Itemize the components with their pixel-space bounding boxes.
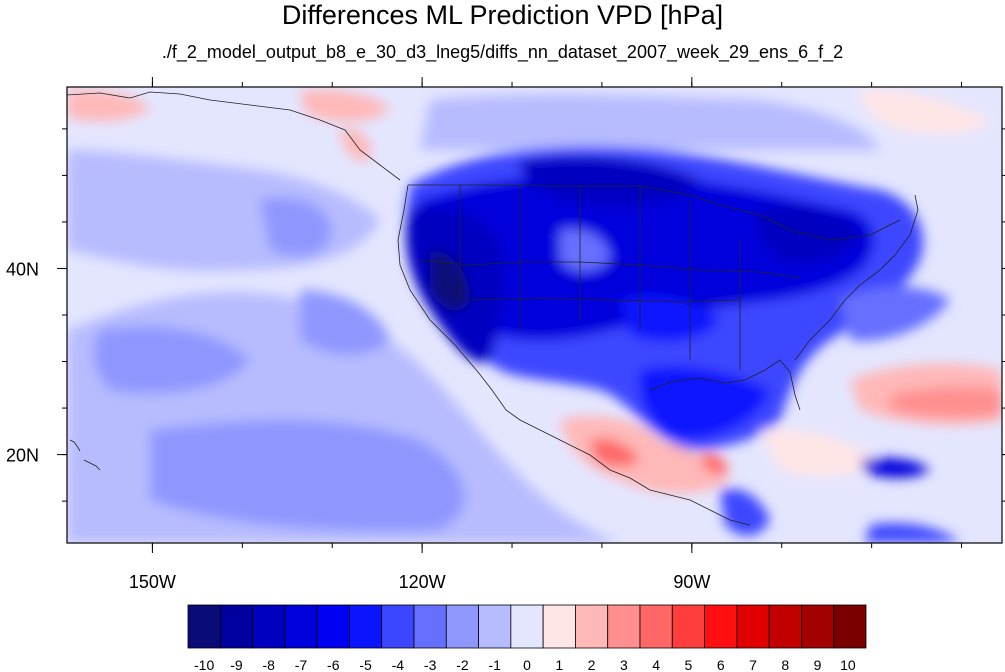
axis-tick-labels: 150W 120W 90W 40N 20N: [6, 259, 710, 592]
map-title: Differences ML Prediction VPD [hPa]: [281, 0, 724, 30]
colorbar-label: 1: [555, 657, 563, 672]
coastline: [67, 91, 919, 526]
colorbar-label: -4: [392, 657, 405, 672]
colorbar-label: 10: [840, 657, 856, 672]
colorbar-label: 2: [588, 657, 596, 672]
colorbar-label: 8: [781, 657, 789, 672]
colorbar-label: 6: [717, 657, 725, 672]
colorbar-label: 9: [814, 657, 822, 672]
colorbar-label: -6: [327, 657, 340, 672]
colorbar-swatch: [639, 604, 673, 649]
colorbar-swatch: [801, 604, 835, 649]
colorbar-swatch: [349, 604, 383, 649]
colorbar-label: 7: [749, 657, 757, 672]
colorbar-swatch: [671, 604, 705, 649]
colorbar-swatch: [704, 604, 738, 649]
colorbar: -10 -9 -8 -7 -6 -5 -4 -3 -2 -1 0 1 2 3 4 5 6 7 8 9 10: [187, 604, 867, 672]
colorbar-swatch: [510, 604, 544, 649]
x-tick-label: 90W: [673, 572, 710, 592]
colorbar-swatch: [284, 604, 318, 649]
colorbar-swatch: [736, 604, 770, 649]
colorbar-label: 4: [652, 657, 660, 672]
colorbar-label: -9: [230, 657, 243, 672]
colorbar-swatch: [252, 604, 286, 649]
x-tick-label: 150W: [129, 572, 176, 592]
colorbar-label: -8: [262, 657, 275, 672]
colorbar-label: 0: [523, 657, 531, 672]
colorbar-swatch: [575, 604, 609, 649]
colorbar-swatch: [316, 604, 350, 649]
colorbar-label: -10: [194, 657, 214, 672]
colorbar-swatch: [381, 604, 415, 649]
colorbar-label: -2: [456, 657, 469, 672]
y-tick-label: 40N: [6, 259, 39, 279]
colorbar-swatch: [542, 604, 576, 649]
map-subtitle: ./f_2_model_output_b8_e_30_d3_lneg5/diff…: [161, 42, 844, 62]
colorbar-label: 5: [685, 657, 693, 672]
colorbar-swatch: [219, 604, 253, 649]
y-tick-label: 20N: [6, 446, 39, 466]
colorbar-swatch: [833, 604, 867, 649]
colorbar-label: -5: [359, 657, 372, 672]
colorbar-swatch: [187, 604, 221, 649]
colorbar-swatch: [768, 604, 802, 649]
colorbar-label: -1: [488, 657, 501, 672]
colorbar-swatch: [478, 604, 512, 649]
colorbar-label: -3: [424, 657, 437, 672]
field-layer: [67, 87, 1002, 543]
x-tick-label: 120W: [399, 572, 446, 592]
colorbar-label: 3: [620, 657, 628, 672]
colorbar-swatch: [607, 604, 641, 649]
colorbar-swatch: [445, 604, 479, 649]
colorbar-label: -7: [295, 657, 308, 672]
colorbar-swatch: [413, 604, 447, 649]
